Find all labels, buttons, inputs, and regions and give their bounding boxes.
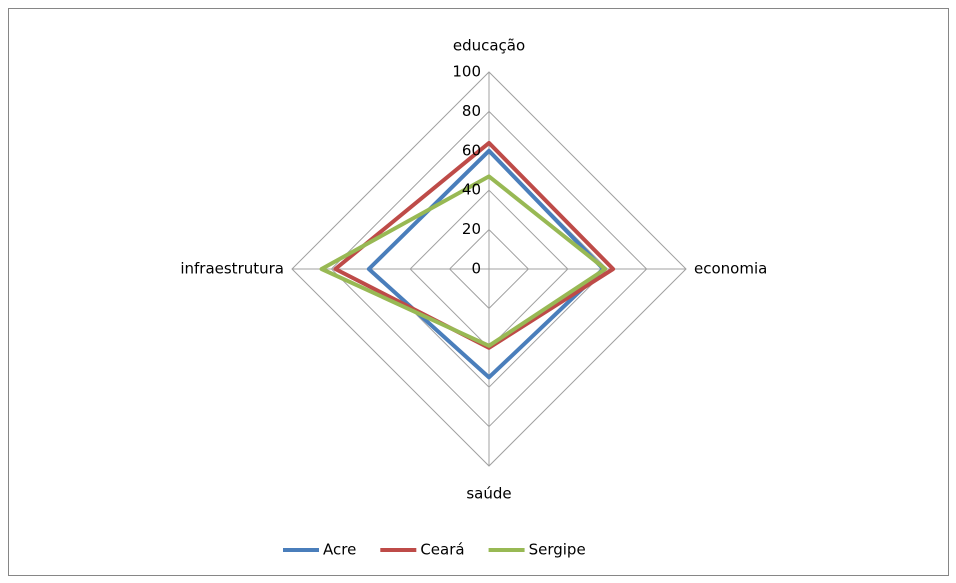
r-tick-label: 60 [462,141,481,159]
r-tick-label: 80 [462,102,481,120]
category-label: saúde [466,485,511,503]
category-label: educação [453,37,525,55]
category-label: economia [694,260,767,278]
legend-label: Ceará [420,541,464,559]
category-label: infraestrutura [180,260,284,278]
legend-label: Sergipe [529,541,586,559]
chart-border [8,8,949,576]
legend-label: Acre [323,541,356,559]
r-tick-label: 0 [471,260,481,278]
series-line [319,174,608,348]
r-tick-label: 40 [462,181,481,199]
r-tick-label: 100 [452,63,481,81]
series-line [366,148,606,380]
r-tick-label: 20 [462,220,481,238]
